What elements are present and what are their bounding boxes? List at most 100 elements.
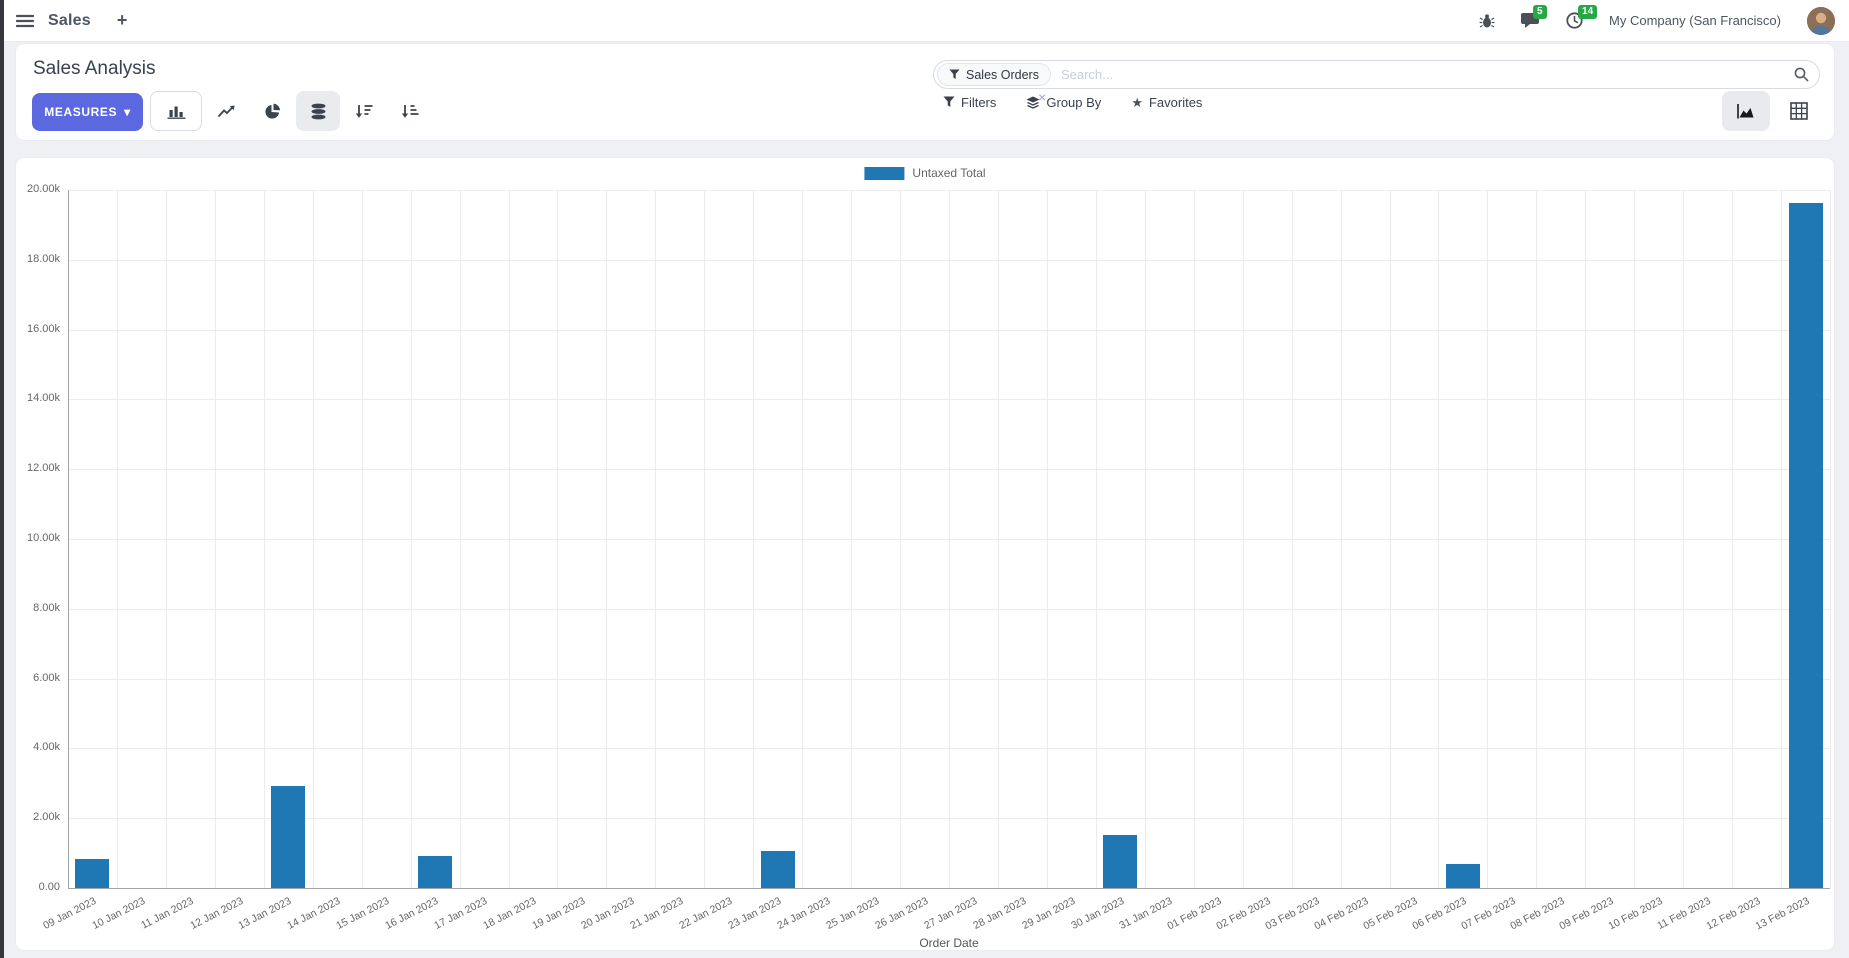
area-chart-icon bbox=[1737, 103, 1754, 118]
bar-16-jan-2023[interactable] bbox=[418, 855, 453, 888]
graph-view-button[interactable] bbox=[1722, 91, 1770, 131]
groupby-label: Group By bbox=[1046, 94, 1102, 110]
gridline-vertical bbox=[949, 190, 950, 888]
user-avatar[interactable] bbox=[1807, 6, 1835, 35]
measures-button[interactable]: MEASURES ▾ bbox=[32, 93, 143, 131]
gridline-vertical bbox=[116, 190, 118, 888]
x-tick-label: 09 Jan 2023 bbox=[40, 895, 98, 932]
gridline-vertical bbox=[214, 190, 216, 888]
chart-type-switcher bbox=[150, 91, 432, 131]
gridline-vertical bbox=[1438, 190, 1440, 888]
gridline-vertical bbox=[1389, 190, 1391, 888]
stacked-toggle-button[interactable] bbox=[296, 91, 340, 131]
caret-down-icon: ▾ bbox=[124, 105, 131, 119]
gridline-vertical bbox=[997, 190, 999, 888]
gridline-vertical bbox=[704, 190, 706, 888]
filter-funnel-icon bbox=[949, 69, 960, 80]
x-tick-label: 24 Jan 2023 bbox=[775, 895, 833, 932]
x-tick-label: 11 Feb 2023 bbox=[1655, 895, 1714, 933]
gridline-vertical bbox=[508, 190, 510, 888]
filters-button[interactable]: Filters bbox=[943, 95, 996, 110]
sort-descending-button[interactable] bbox=[342, 91, 386, 131]
window-edge bbox=[0, 0, 4, 958]
gridline-vertical bbox=[753, 190, 755, 888]
legend-swatch bbox=[864, 166, 905, 180]
top-navbar: Sales + 5 14 My Company (San Francisco) bbox=[0, 0, 1849, 42]
x-tick-label: 13 Feb 2023 bbox=[1752, 895, 1811, 933]
bar-30-jan-2023[interactable] bbox=[1103, 834, 1138, 888]
gridline-vertical bbox=[655, 190, 657, 888]
x-tick-label: 10 Feb 2023 bbox=[1606, 895, 1665, 933]
x-tick-label: 18 Jan 2023 bbox=[481, 895, 539, 932]
gridline-vertical bbox=[1193, 190, 1195, 888]
app-menu-sales[interactable]: Sales bbox=[48, 11, 91, 29]
gridline-vertical bbox=[1634, 190, 1636, 888]
company-switcher[interactable]: My Company (San Francisco) bbox=[1609, 13, 1781, 28]
apps-menu-icon[interactable] bbox=[16, 14, 34, 28]
x-tick-label: 27 Jan 2023 bbox=[921, 895, 979, 932]
gridline-vertical bbox=[361, 190, 363, 888]
x-tick-label: 08 Feb 2023 bbox=[1508, 895, 1567, 933]
gridline-vertical bbox=[900, 190, 902, 888]
groupby-button[interactable]: Group By bbox=[1026, 95, 1101, 110]
filter-funnel-icon bbox=[943, 96, 955, 107]
pie-chart-button[interactable] bbox=[250, 91, 294, 131]
y-tick-label: 16.00k bbox=[26, 322, 60, 335]
star-icon: ★ bbox=[1131, 94, 1143, 110]
x-tick-label: 02 Feb 2023 bbox=[1214, 895, 1273, 933]
new-tab-plus-icon[interactable]: + bbox=[116, 10, 128, 30]
gridline-vertical bbox=[1536, 190, 1538, 888]
x-tick-label: 10 Jan 2023 bbox=[89, 895, 147, 932]
search-input[interactable] bbox=[1060, 67, 1794, 82]
gridline-vertical bbox=[1781, 190, 1783, 888]
gridline-vertical bbox=[802, 190, 804, 888]
activities-clock-icon[interactable]: 14 bbox=[1566, 5, 1598, 29]
measures-label: MEASURES bbox=[44, 105, 118, 119]
bar-13-feb-2023[interactable] bbox=[1788, 202, 1823, 888]
search-icon[interactable] bbox=[1794, 67, 1809, 82]
gridline-vertical bbox=[1291, 190, 1293, 888]
pivot-view-button[interactable] bbox=[1775, 91, 1823, 131]
facet-remove-icon[interactable]: × bbox=[1038, 89, 1047, 105]
legend-item-untaxed-total[interactable]: Untaxed Total bbox=[864, 166, 986, 180]
y-tick-label: 4.00k bbox=[33, 741, 60, 754]
favorites-button[interactable]: ★ Favorites bbox=[1131, 95, 1202, 110]
gridline-vertical bbox=[459, 190, 461, 888]
x-tick-label: 16 Jan 2023 bbox=[383, 895, 441, 932]
gridline-vertical bbox=[1242, 190, 1244, 888]
x-tick-label: 12 Jan 2023 bbox=[187, 895, 245, 932]
bar-chart-button[interactable] bbox=[150, 91, 202, 131]
bar-06-feb-2023[interactable] bbox=[1445, 863, 1480, 888]
messages-icon[interactable]: 5 bbox=[1521, 5, 1547, 29]
y-tick-label: 12.00k bbox=[26, 462, 60, 475]
pivot-table-icon bbox=[1790, 102, 1808, 120]
search-bar[interactable]: Sales Orders bbox=[933, 60, 1820, 89]
gridline-vertical bbox=[263, 190, 265, 888]
facet-label: Sales Orders bbox=[966, 67, 1039, 82]
x-tick-label: 26 Jan 2023 bbox=[873, 895, 930, 932]
gridline-vertical bbox=[165, 190, 167, 888]
x-tick-label: 14 Jan 2023 bbox=[285, 895, 343, 932]
x-tick-label: 05 Feb 2023 bbox=[1361, 895, 1420, 933]
page-title: Sales Analysis bbox=[33, 58, 156, 79]
search-facet-sales-orders[interactable]: Sales Orders bbox=[937, 63, 1051, 86]
bar-13-jan-2023[interactable] bbox=[271, 785, 306, 888]
bar-23-jan-2023[interactable] bbox=[760, 850, 795, 888]
y-tick-label: 8.00k bbox=[33, 601, 60, 614]
gridline-vertical bbox=[1830, 190, 1831, 888]
line-chart-button[interactable] bbox=[204, 91, 248, 131]
gridline-vertical bbox=[1144, 190, 1146, 888]
activities-count-badge: 14 bbox=[1578, 5, 1598, 19]
gridline-vertical bbox=[606, 190, 608, 888]
x-tick-label: 22 Jan 2023 bbox=[677, 895, 735, 932]
x-tick-label: 06 Feb 2023 bbox=[1410, 895, 1469, 933]
bar-09-jan-2023[interactable] bbox=[75, 859, 110, 888]
gridline-horizontal bbox=[68, 888, 1830, 889]
x-tick-label: 20 Jan 2023 bbox=[579, 895, 637, 932]
gridline-vertical bbox=[1340, 190, 1342, 888]
gridline-vertical bbox=[1585, 190, 1587, 888]
debug-bug-icon[interactable] bbox=[1479, 13, 1495, 29]
sort-ascending-button[interactable] bbox=[388, 91, 432, 131]
y-tick-label: 14.00k bbox=[26, 392, 60, 405]
x-tick-label: 04 Feb 2023 bbox=[1312, 895, 1371, 933]
